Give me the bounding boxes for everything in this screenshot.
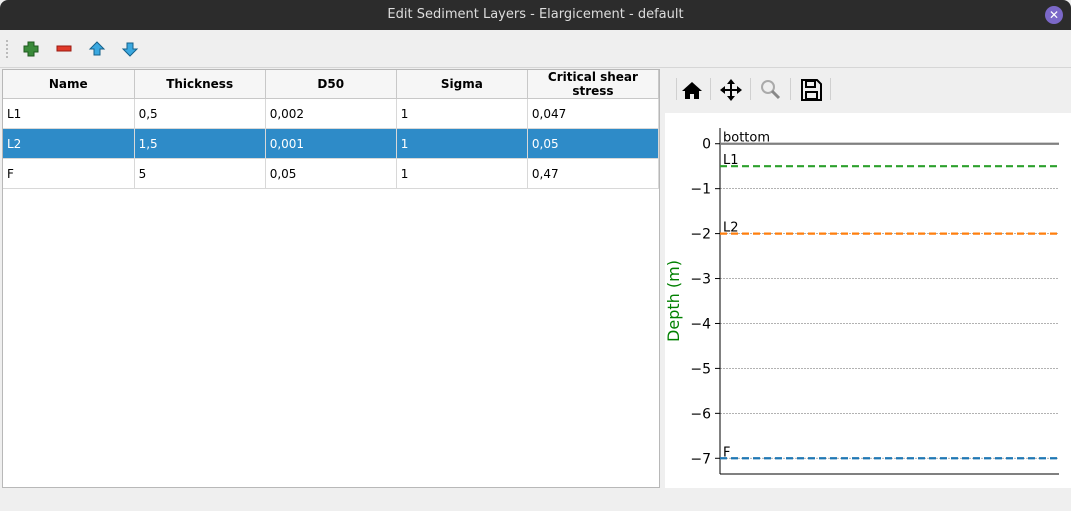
add-layer-icon[interactable] <box>22 40 40 58</box>
plot-toolbar <box>665 70 1065 108</box>
cell[interactable]: 0,05 <box>527 128 660 159</box>
cell[interactable]: 0,47 <box>527 158 660 189</box>
layer-label: F <box>723 445 730 460</box>
layer-label: L1 <box>723 153 739 168</box>
y-tick-label: 0 <box>702 137 711 153</box>
depth-plot[interactable]: 0 −1 −2 −3 −4 −5 −6 −7 bottom L1 L2 F Depth (m) <box>664 113 1071 488</box>
save-icon[interactable] <box>798 78 824 102</box>
y-tick-label: −2 <box>690 227 711 243</box>
zoom-icon[interactable] <box>758 78 784 102</box>
y-tick-label: −3 <box>690 272 711 288</box>
cell[interactable]: 0,5 <box>134 98 266 129</box>
cell[interactable]: 1 <box>396 158 528 189</box>
toolbar-grip[interactable] <box>6 40 9 58</box>
column-header-critical-shear-stress[interactable]: Critical shear stress <box>527 70 660 99</box>
cell[interactable]: 1 <box>396 128 528 159</box>
table-row[interactable]: L1 0,5 0,002 1 0,047 <box>3 98 660 129</box>
y-tick-label: −7 <box>690 451 711 467</box>
close-icon[interactable]: ✕ <box>1045 6 1063 24</box>
home-icon[interactable] <box>679 78 705 102</box>
cell[interactable]: L1 <box>3 98 135 129</box>
layer-label: L2 <box>723 221 739 236</box>
window-title: Edit Sediment Layers - Elargicement - de… <box>387 7 684 22</box>
move-up-icon[interactable] <box>88 40 106 58</box>
cell[interactable]: 0,05 <box>265 158 397 189</box>
y-tick-label: −1 <box>690 182 711 198</box>
cell[interactable]: 1,5 <box>134 128 266 159</box>
layer-label: bottom <box>723 131 770 146</box>
table-row-selected[interactable]: L2 1,5 0,001 1 0,05 <box>3 128 660 159</box>
cell[interactable]: L2 <box>3 128 135 159</box>
table-row[interactable]: F 5 0,05 1 0,47 <box>3 158 660 189</box>
y-tick-label: −6 <box>690 406 711 422</box>
column-header-sigma[interactable]: Sigma <box>396 70 528 99</box>
y-axis-label: Depth (m) <box>665 260 683 342</box>
cell[interactable]: 0,001 <box>265 128 397 159</box>
toolbar <box>0 30 1071 68</box>
column-header-name[interactable]: Name <box>3 70 135 99</box>
cell[interactable]: 5 <box>134 158 266 189</box>
column-header-d50[interactable]: D50 <box>265 70 397 99</box>
layers-table: Name Thickness D50 Sigma Critical shear … <box>2 69 660 488</box>
status-bar <box>0 488 1071 511</box>
y-tick-label: −4 <box>690 316 711 332</box>
pan-icon[interactable] <box>718 78 744 102</box>
column-header-thickness[interactable]: Thickness <box>134 70 266 99</box>
title-bar: Edit Sediment Layers - Elargicement - de… <box>0 0 1071 30</box>
cell[interactable]: 1 <box>396 98 528 129</box>
cell[interactable]: 0,002 <box>265 98 397 129</box>
depth-chart: 0 −1 −2 −3 −4 −5 −6 −7 bottom L1 L2 F Depth (m) <box>664 128 1059 475</box>
remove-layer-icon[interactable] <box>55 40 73 58</box>
y-tick-label: −5 <box>690 361 711 377</box>
move-down-icon[interactable] <box>121 40 139 58</box>
cell[interactable]: F <box>3 158 135 189</box>
cell[interactable]: 0,047 <box>527 98 660 129</box>
